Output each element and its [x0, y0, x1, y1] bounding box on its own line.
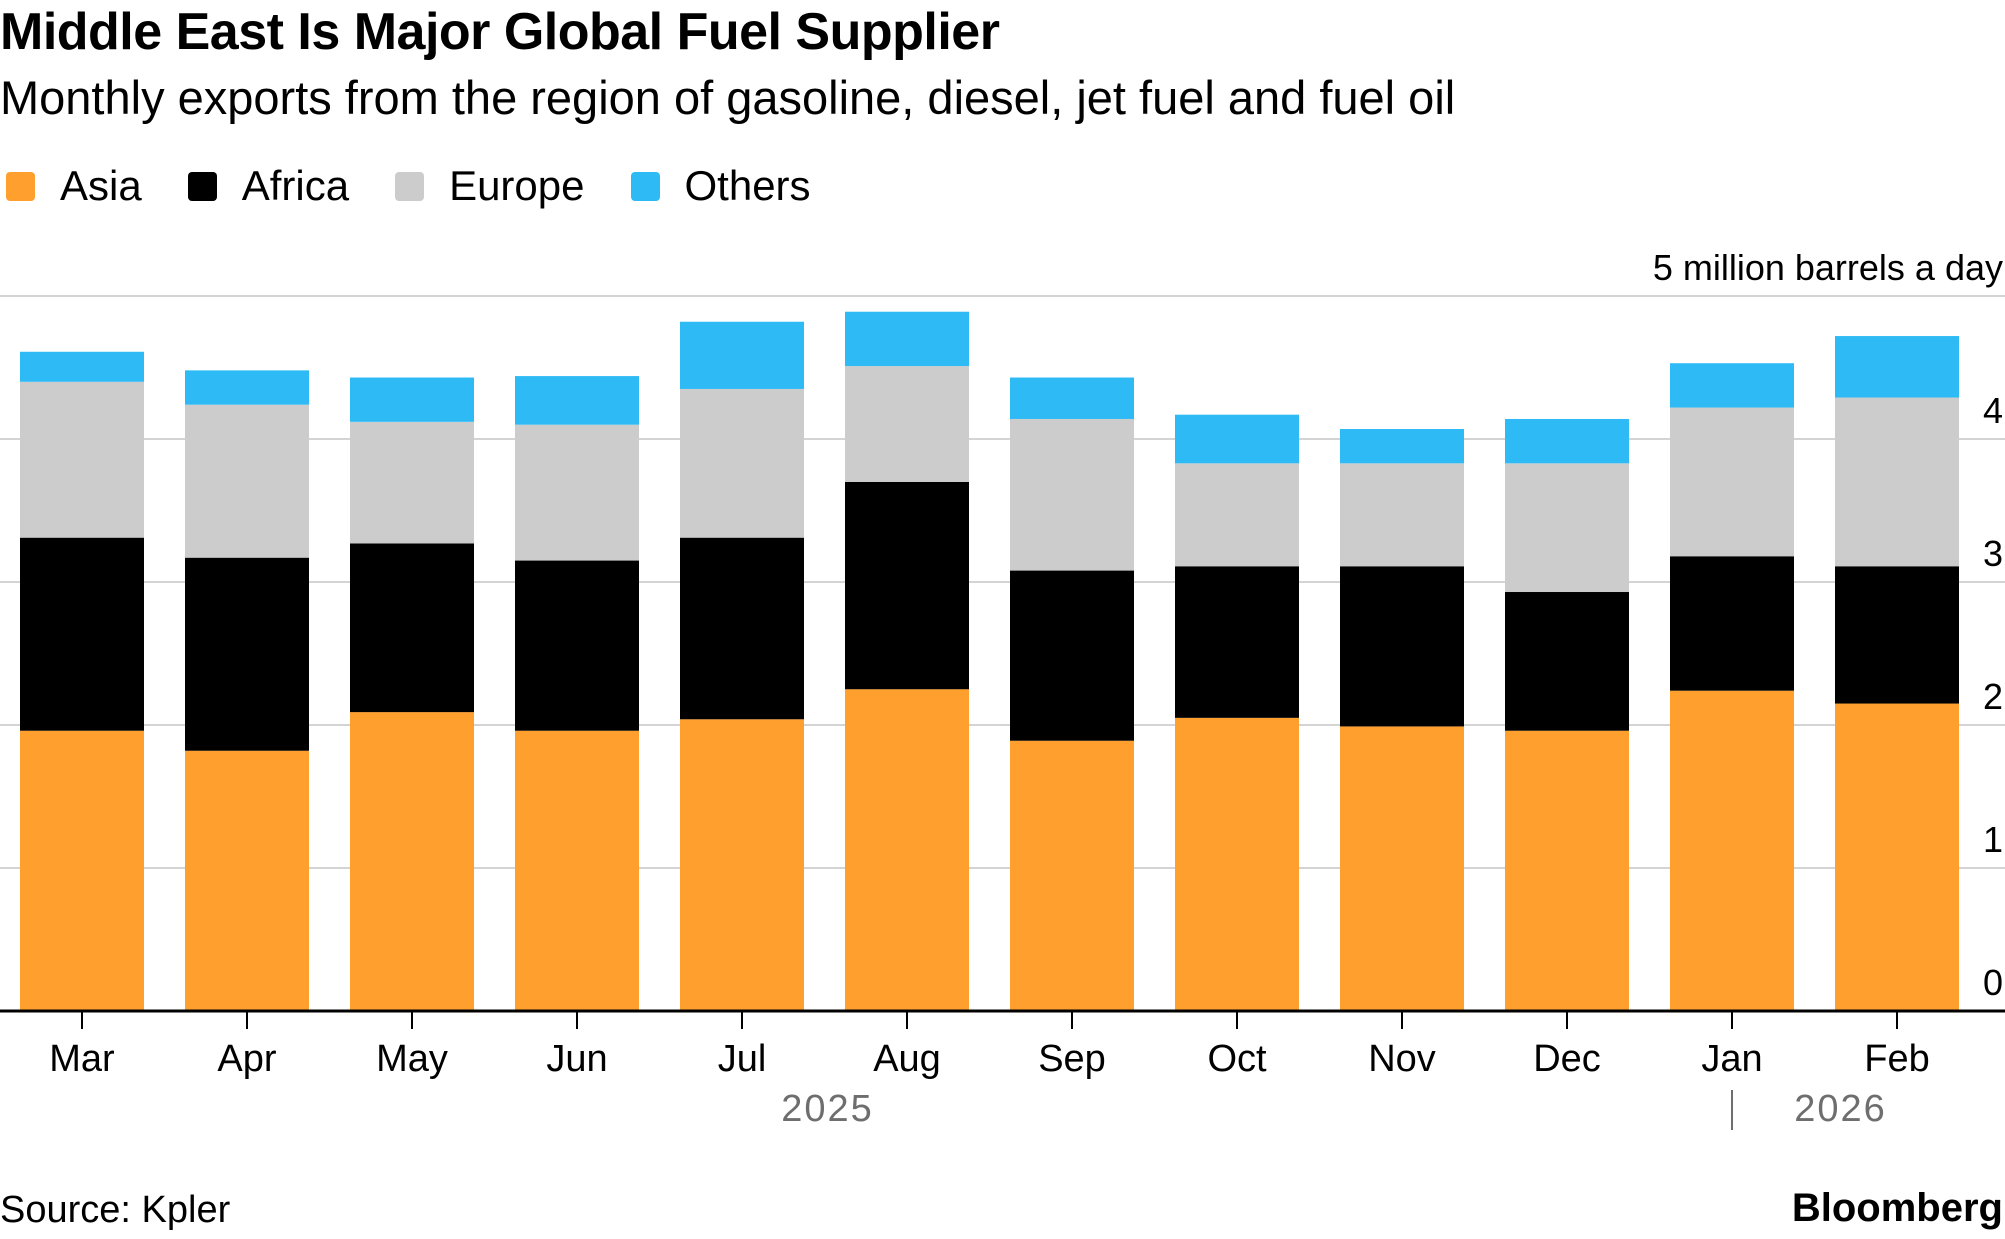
bar-europe-jul: [680, 388, 804, 538]
bar-others-aug: [845, 311, 969, 367]
bar-africa-mar: [20, 537, 144, 731]
legend-item-europe: Europe: [395, 162, 585, 210]
bar-asia-apr: [185, 750, 309, 1011]
bar-others-feb: [1835, 336, 1959, 398]
bar-asia-oct: [1175, 717, 1299, 1011]
y-tick-label-1: 1: [1983, 819, 2003, 860]
bar-asia-aug: [845, 689, 969, 1011]
bar-europe-mar: [20, 381, 144, 538]
x-tick-label-oct: Oct: [1207, 1038, 1267, 1080]
legend-swatch-asia: [6, 171, 35, 201]
legend-label-asia: Asia: [60, 162, 142, 209]
y-tick-label-0: 0: [1983, 962, 2003, 1003]
x-tick-label-sep: Sep: [1038, 1038, 1106, 1080]
x-tick-label-nov: Nov: [1368, 1038, 1436, 1080]
bar-europe-nov: [1340, 463, 1464, 567]
year-label-2025: 2025: [781, 1088, 874, 1130]
y-tick-label-2: 2: [1983, 676, 2003, 717]
y-tick-label-5: 5 million barrels a day: [1653, 247, 2003, 288]
bar-others-mar: [20, 351, 144, 382]
x-tick-label-jul: Jul: [718, 1038, 767, 1080]
bar-europe-oct: [1175, 463, 1299, 567]
bar-africa-jan: [1670, 556, 1794, 691]
bar-africa-apr: [185, 557, 309, 751]
bar-europe-jun: [515, 424, 639, 561]
bar-others-jun: [515, 376, 639, 425]
bar-others-oct: [1175, 414, 1299, 464]
bar-others-apr: [185, 370, 309, 405]
bar-africa-jun: [515, 560, 639, 731]
bar-africa-jul: [680, 537, 804, 720]
chart-title: Middle East Is Major Global Fuel Supplie…: [0, 3, 1000, 61]
bar-asia-jul: [680, 719, 804, 1011]
x-tick-label-aug: Aug: [873, 1038, 941, 1080]
y-tick-label-3: 3: [1983, 533, 2003, 574]
legend-item-asia: Asia: [6, 162, 142, 210]
bar-africa-oct: [1175, 566, 1299, 718]
bar-africa-feb: [1835, 566, 1959, 704]
bar-africa-may: [350, 543, 474, 713]
bar-others-nov: [1340, 428, 1464, 464]
bar-europe-may: [350, 421, 474, 544]
y-tick-label-4: 4: [1983, 390, 2003, 431]
x-tick-label-may: May: [376, 1038, 448, 1080]
bar-africa-dec: [1505, 592, 1629, 731]
legend-swatch-africa: [187, 171, 217, 201]
bar-africa-aug: [845, 481, 969, 690]
bar-others-jul: [680, 321, 804, 389]
bar-europe-feb: [1835, 397, 1959, 567]
bar-africa-nov: [1340, 566, 1464, 727]
x-tick-label-jun: Jun: [546, 1038, 607, 1080]
bar-others-jan: [1670, 363, 1794, 408]
bar-europe-apr: [185, 404, 309, 558]
bar-europe-dec: [1505, 463, 1629, 593]
legend: Asia Africa Europe Others: [6, 158, 857, 214]
x-tick-label-dec: Dec: [1533, 1038, 1601, 1080]
bar-asia-mar: [20, 730, 144, 1011]
bar-others-may: [350, 377, 474, 422]
legend-swatch-europe: [395, 171, 425, 201]
bar-asia-may: [350, 712, 474, 1011]
bar-europe-jan: [1670, 407, 1794, 557]
bar-asia-feb: [1835, 703, 1959, 1011]
bar-others-sep: [1010, 377, 1134, 419]
legend-label-europe: Europe: [449, 162, 585, 209]
bar-asia-jan: [1670, 690, 1794, 1011]
bar-asia-sep: [1010, 740, 1134, 1011]
chart-subtitle: Monthly exports from the region of gasol…: [0, 71, 1456, 124]
bar-asia-dec: [1505, 730, 1629, 1011]
x-tick-label-jan: Jan: [1701, 1038, 1762, 1080]
bar-others-dec: [1505, 418, 1629, 464]
bar-africa-sep: [1010, 570, 1134, 741]
legend-swatch-others: [630, 171, 660, 201]
bar-asia-jun: [515, 730, 639, 1011]
x-tick-label-apr: Apr: [217, 1038, 276, 1080]
year-label-2026: 2026: [1794, 1088, 1887, 1130]
x-tick-label-mar: Mar: [49, 1038, 115, 1080]
legend-label-africa: Africa: [241, 162, 350, 209]
source-note: Source: Kpler: [0, 1189, 231, 1231]
bloomberg-logo: Bloomberg: [1791, 1186, 2003, 1230]
legend-item-africa: Africa: [187, 162, 350, 210]
legend-label-others: Others: [684, 162, 811, 209]
x-tick-label-feb: Feb: [1864, 1038, 1929, 1080]
legend-item-others: Others: [630, 162, 811, 210]
bar-asia-nov: [1340, 726, 1464, 1011]
bar-europe-sep: [1010, 418, 1134, 571]
bar-europe-aug: [845, 366, 969, 482]
